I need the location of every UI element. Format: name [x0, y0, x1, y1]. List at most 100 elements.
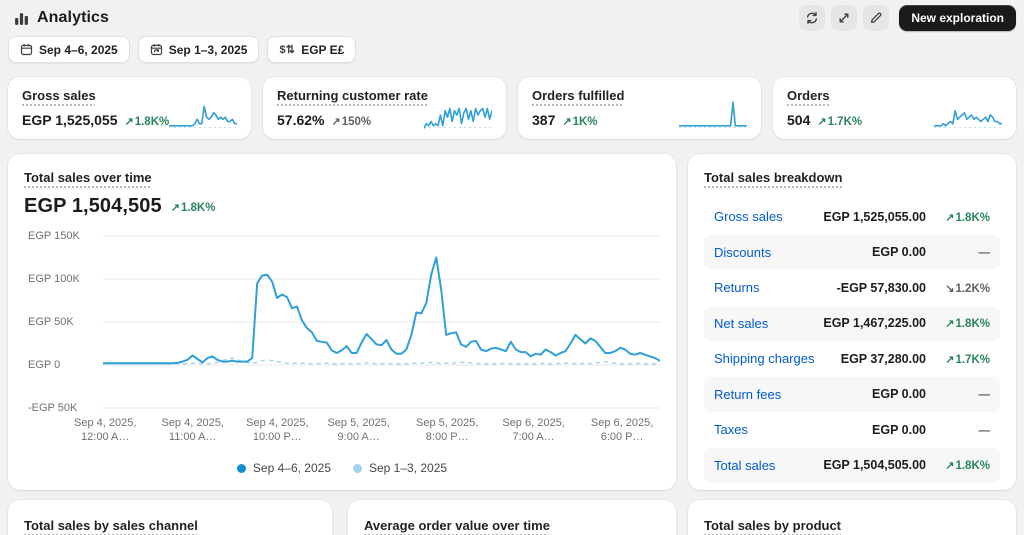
- breakdown-row: Net sales EGP 1,467,225.00 ↗1.8K%: [704, 305, 1000, 341]
- metric-delta: ↗1.8K%: [124, 116, 170, 128]
- total-sales-delta: ↗1.8K%: [171, 198, 216, 216]
- metric-delta: ↗1K%: [562, 116, 598, 128]
- trend-up-icon: ↗: [331, 116, 341, 128]
- x-axis-tick-label: Sep 6, 2025, 7:00 A…: [502, 417, 565, 443]
- refresh-icon: [805, 11, 819, 25]
- breakdown-delta: —: [938, 421, 991, 439]
- breakdown-delta: ↗1.8K%: [938, 314, 990, 332]
- legend-dot-icon: [236, 463, 246, 473]
- breakdown-metric-link[interactable]: Gross sales: [714, 209, 783, 225]
- currency-chip[interactable]: $⇅ EGP E£: [267, 36, 357, 63]
- metric-title: Returning customer rate: [277, 88, 428, 103]
- breakdown-delta: ↗1.7K%: [938, 350, 990, 368]
- breakdown-delta: ↗1.8K%: [938, 456, 990, 474]
- y-axis-tick-label: EGP 0: [28, 359, 61, 371]
- breakdown-metric-link[interactable]: Return fees: [714, 386, 782, 402]
- breakdown-amount: EGP 0.00: [872, 387, 926, 402]
- metric-value: 504: [787, 112, 811, 128]
- breakdown-metric-link[interactable]: Total sales: [714, 457, 776, 473]
- trend-up-icon: ↗: [945, 318, 955, 331]
- metric-value: 57.62%: [277, 112, 325, 128]
- chip-label: EGP E£: [301, 42, 345, 57]
- x-axis-labels: Sep 4, 2025, 12:00 A… Sep 4, 2025, 11:00 A……: [74, 416, 660, 448]
- legend-label: Sep 4–6, 2025: [252, 461, 331, 475]
- new-exploration-button[interactable]: New exploration: [899, 5, 1016, 31]
- breakdown-row: Shipping charges EGP 37,280.00 ↗1.7K%: [704, 341, 1000, 377]
- breakdown-metric-link[interactable]: Taxes: [714, 422, 748, 438]
- date-range-chip[interactable]: Sep 4–6, 2025: [8, 36, 130, 63]
- breakdown-delta-value: ↗1.7K%: [945, 353, 990, 366]
- metric-value: 387: [532, 112, 556, 128]
- metric-sparkline: [169, 100, 237, 130]
- page-header: Analytics New exploration: [8, 0, 1016, 32]
- metric-sparkline: [679, 100, 747, 130]
- expand-button[interactable]: [831, 5, 858, 31]
- breakdown-amount: EGP 1,467,225.00: [823, 316, 926, 331]
- breakdown-metric-link[interactable]: Shipping charges: [714, 351, 815, 367]
- metric-value-row: 504 ↗1.7K%: [787, 112, 1002, 128]
- breakdown-row: Returns -EGP 57,830.00 ↘1.2K%: [704, 270, 1000, 306]
- total-sales-by-product-card: Total sales by product: [688, 500, 1016, 535]
- page-title: Analytics: [37, 9, 110, 26]
- trend-down-icon: ↘: [945, 282, 955, 295]
- metric-title: Orders fulfilled: [532, 88, 625, 103]
- breakdown-row: Discounts EGP 0.00 —: [704, 234, 1000, 270]
- breakdown-delta: ↘1.2K%: [938, 279, 990, 297]
- breakdown-delta-value: —: [978, 389, 991, 402]
- x-axis-tick-label: Sep 4, 2025, 10:00 P…: [246, 417, 309, 443]
- breakdown-row: Total sales EGP 1,504,505.00 ↗1.8K%: [704, 447, 1000, 483]
- bottom-card-title[interactable]: Total sales by product: [704, 518, 842, 533]
- breakdown-delta: ↗1.8K%: [938, 208, 990, 226]
- legend-dot-icon: [353, 463, 362, 473]
- breakdown-delta-value: ↗1.8K%: [945, 318, 990, 331]
- refresh-button[interactable]: [799, 5, 826, 31]
- metric-delta: ↗150%: [331, 116, 372, 128]
- breakdown-amount: EGP 0.00: [872, 245, 926, 260]
- breakdown-row: Return fees EGP 0.00 —: [704, 376, 1000, 412]
- legend-comparison-period[interactable]: Sep 1–3, 2025: [353, 461, 447, 475]
- page-title-group: Analytics: [14, 9, 109, 27]
- x-axis-tick-label: Sep 4, 2025, 12:00 A…: [74, 417, 137, 443]
- returning-customer-rate-metric-card[interactable]: Returning customer rate 57.62% ↗150%: [263, 77, 506, 139]
- expand-icon: [837, 11, 851, 25]
- filter-bar: Sep 4–6, 2025 Sep 1–3, 2025 $⇅ EGP E£: [8, 36, 1016, 63]
- breakdown-amount: EGP 37,280.00: [840, 351, 926, 366]
- bottom-card-title[interactable]: Total sales by sales channel: [24, 518, 198, 533]
- metric-title: Orders: [787, 88, 830, 103]
- bottom-card-title[interactable]: Average order value over time: [364, 518, 550, 533]
- bottom-cards-row: Total sales by sales channel Average ord…: [8, 500, 1016, 535]
- edit-button[interactable]: [863, 5, 890, 31]
- trend-up-icon: ↗: [945, 211, 955, 224]
- orders-fulfilled-metric-card[interactable]: Orders fulfilled 387 ↗1K%: [518, 77, 761, 139]
- average-order-value-over-time-card: Average order value over time: [348, 500, 676, 535]
- chart-plot-area[interactable]: [103, 229, 660, 409]
- total-sales-by-sales-channel-card: Total sales by sales channel: [8, 500, 332, 535]
- breakdown-row: Gross sales EGP 1,525,055.00 ↗1.8K%: [704, 199, 1000, 235]
- breakdown-rows: Gross sales EGP 1,525,055.00 ↗1.8K% Discoun…: [704, 199, 1000, 483]
- trend-up-icon: ↗: [124, 116, 134, 128]
- legend-current-period[interactable]: Sep 4–6, 2025: [236, 461, 331, 475]
- breakdown-delta-value: ↘1.2K%: [945, 282, 990, 295]
- calendar-compare-icon: [150, 43, 163, 56]
- gross-sales-metric-card[interactable]: Gross sales EGP 1,525,055 ↗1.8K%: [8, 77, 251, 139]
- metric-delta: ↗1.7K%: [817, 116, 863, 128]
- chip-label: Sep 4–6, 2025: [39, 42, 118, 57]
- chart-card-title[interactable]: Total sales over time: [24, 170, 152, 185]
- trend-up-icon: ↗: [170, 201, 180, 214]
- total-sales-delta-value: ↗1.8K%: [170, 201, 216, 214]
- comparison-range-chip[interactable]: Sep 1–3, 2025: [137, 36, 260, 63]
- metric-cards-row: Gross sales EGP 1,525,055 ↗1.8K% Returning …: [8, 77, 1016, 139]
- breakdown-amount: EGP 0.00: [872, 422, 926, 437]
- breakdown-metric-link[interactable]: Returns: [714, 280, 760, 296]
- breakdown-metric-link[interactable]: Discounts: [714, 244, 772, 260]
- breakdown-metric-link[interactable]: Net sales: [714, 315, 769, 331]
- trend-up-icon: ↗: [945, 353, 955, 366]
- chart-legend: Sep 4–6, 2025 Sep 1–3, 2025: [24, 461, 660, 475]
- orders-metric-card[interactable]: Orders 504 ↗1.7K%: [773, 77, 1016, 139]
- trend-up-icon: ↗: [817, 116, 827, 128]
- breakdown-title[interactable]: Total sales breakdown: [704, 170, 843, 185]
- metric-value-row: 57.62% ↗150%: [277, 112, 492, 128]
- line-chart[interactable]: EGP 150K EGP 100K EGP 50K EGP 0 -EGP 50K: [24, 229, 660, 414]
- breakdown-delta-value: ↗1.8K%: [945, 211, 990, 224]
